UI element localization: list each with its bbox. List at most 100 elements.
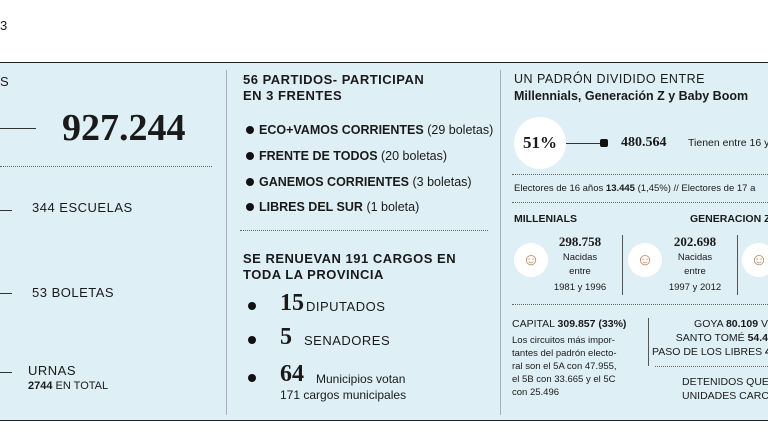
bullet-icon — [248, 336, 256, 344]
dotted-divider — [0, 166, 212, 167]
detenidos-line2: UNIDADES CARC — [682, 390, 768, 402]
escuelas-line — [0, 210, 12, 211]
genz-years: 1997 y 2012 — [668, 282, 722, 293]
electores-16-value: 13.445 — [605, 183, 635, 194]
diputados-label: DIPUTADOS — [306, 299, 386, 314]
frente-name: FRENTE DE TODOS — [259, 149, 378, 163]
total-line — [0, 128, 36, 129]
millenials-value: 298.758 — [558, 234, 602, 249]
bullet-icon — [246, 152, 254, 160]
bottom-rule — [0, 420, 768, 421]
frente-item: LIBRES DEL SUR (1 boleta) — [259, 200, 419, 214]
cargos-title-line2: TODA LA PROVINCIA — [243, 267, 384, 282]
escuelas-label: 344 ESCUELAS — [32, 200, 133, 215]
frente-item: ECO+VAMOS CORRIENTES (29 boletas) — [259, 123, 493, 137]
millenials-person-icon: ☺ — [514, 243, 548, 277]
diputados-number: 15 — [280, 290, 304, 316]
urnas-line — [0, 372, 12, 373]
column1-title: S — [0, 74, 10, 89]
frente-detail: (20 boletas) — [381, 149, 448, 163]
paso-libres-label: PASO DE LOS LIBRES — [652, 346, 763, 358]
frente-name: LIBRES DEL SUR — [259, 200, 363, 214]
circuitos-text: Los circuitos más impor- tantes del padr… — [512, 334, 617, 399]
bullet-icon — [246, 203, 254, 211]
municipios-number: 64 — [280, 361, 304, 387]
percentage-circle: 51% — [514, 117, 566, 169]
goya-value: 80.109 — [725, 318, 759, 330]
bullet-icon — [246, 126, 254, 134]
genz-person-icon: ☺ — [628, 243, 662, 277]
cargos-title-line1: SE RENUEVAN 191 CARGOS EN — [243, 251, 457, 266]
detenidos-line1: DETENIDOS QUE — [682, 376, 768, 388]
boomer-person-icon: ☺ — [742, 243, 768, 277]
municipios-sub: 171 cargos municipales — [280, 388, 407, 402]
paso-libres-value: 4 — [765, 346, 768, 358]
electores-17-label: // Electores de 17 a — [673, 183, 756, 194]
electores-16-pct: (1,45%) — [637, 183, 671, 194]
partidos-title-line2: EN 3 FRENTES — [243, 88, 343, 103]
frente-detail: (3 boletas) — [412, 175, 472, 189]
municipios-label: Municipios votan — [316, 372, 406, 386]
santo-tome-line: SANTO TOMÉ 54.4 — [652, 332, 768, 344]
senadores-label: SENADORES — [304, 333, 391, 348]
senadores-number: 5 — [280, 324, 292, 350]
millenials-years: 1981 y 1996 — [553, 282, 607, 293]
dotted-divider — [240, 230, 488, 231]
goya-label: GOYA — [694, 318, 724, 330]
gen-divider — [737, 235, 738, 295]
page-number: 3 — [0, 18, 8, 33]
padron-title-line2: Millennials, Generación Z y Baby Boom — [514, 89, 749, 103]
cargos-title: SE RENUEVAN 191 CARGOS EN TODA LA PROVIN… — [243, 251, 456, 283]
urnas-total-number: 2744 — [28, 380, 53, 392]
infographic-panel — [0, 63, 768, 420]
paso-libres-line: PASO DE LOS LIBRES 4 — [652, 346, 768, 358]
millenials-text1: Nacidas — [562, 252, 598, 263]
bullet-icon — [246, 178, 254, 186]
bullet-icon — [248, 374, 256, 382]
electores-line: Electores de 16 años 13.445 (1,45%) // E… — [514, 183, 768, 194]
top-header — [0, 0, 768, 63]
genz-text2: entre — [684, 266, 706, 277]
capital-pct: (33%) — [598, 318, 627, 330]
boletas-line — [0, 293, 12, 294]
column-divider-1 — [226, 70, 227, 415]
partidos-title: 56 PARTIDOS- PARTICIPAN EN 3 FRENTES — [243, 72, 424, 104]
pct-connector-dot — [600, 139, 608, 147]
pct-description: Tienen entre 16 y — [688, 137, 768, 149]
total-electores: 927.244 — [62, 107, 186, 149]
electores-label: Electores de 16 años — [514, 183, 604, 194]
frente-detail: (29 boletas) — [427, 123, 494, 137]
circuitos-line: con 25.496 — [512, 387, 560, 398]
dotted-divider — [512, 174, 768, 175]
dotted-divider — [512, 304, 768, 305]
padron-title-line1: UN PADRÓN DIVIDIDO ENTRE — [514, 72, 705, 86]
genz-label: GENERACION Z — [690, 213, 768, 225]
capital-line: CAPITAL 309.857 (33%) — [512, 318, 626, 330]
column-divider-2 — [500, 70, 501, 415]
goya-line: GOYA 80.109 V — [652, 318, 768, 330]
santo-tome-value: 54.4 — [747, 332, 768, 344]
genz-value: 202.698 — [673, 234, 717, 249]
frente-name: GANEMOS CORRIENTES — [259, 175, 410, 189]
boletas-label: 53 BOLETAS — [32, 285, 115, 300]
urnas-total: 2744 EN TOTAL — [28, 380, 108, 392]
santo-tome-label: SANTO TOMÉ — [675, 332, 745, 344]
dotted-divider — [655, 366, 768, 367]
millenials-label: MILLENIALS — [514, 213, 577, 225]
millenials-text2: entre — [569, 266, 591, 277]
pct-value: 480.564 — [621, 135, 667, 150]
city-divider — [648, 318, 649, 366]
frente-detail: (1 boleta) — [366, 200, 420, 214]
circuitos-line: tantes del padrón electo- — [512, 348, 617, 359]
genz-text1: Nacidas — [677, 252, 713, 263]
bullet-icon — [248, 302, 256, 310]
circuitos-line: ral son el 5A con 47.955, — [512, 361, 617, 372]
circuitos-line: el 5B con 33.665 y el 5C — [512, 374, 616, 385]
pct-connector-line — [566, 143, 604, 144]
dotted-divider — [512, 202, 768, 203]
urnas-total-text: EN TOTAL — [55, 380, 109, 392]
frente-name: ECO+VAMOS CORRIENTES — [259, 123, 424, 137]
urnas-label: URNAS — [28, 363, 77, 378]
capital-label: CAPITAL — [512, 318, 555, 330]
frente-item: FRENTE DE TODOS (20 boletas) — [259, 149, 447, 163]
